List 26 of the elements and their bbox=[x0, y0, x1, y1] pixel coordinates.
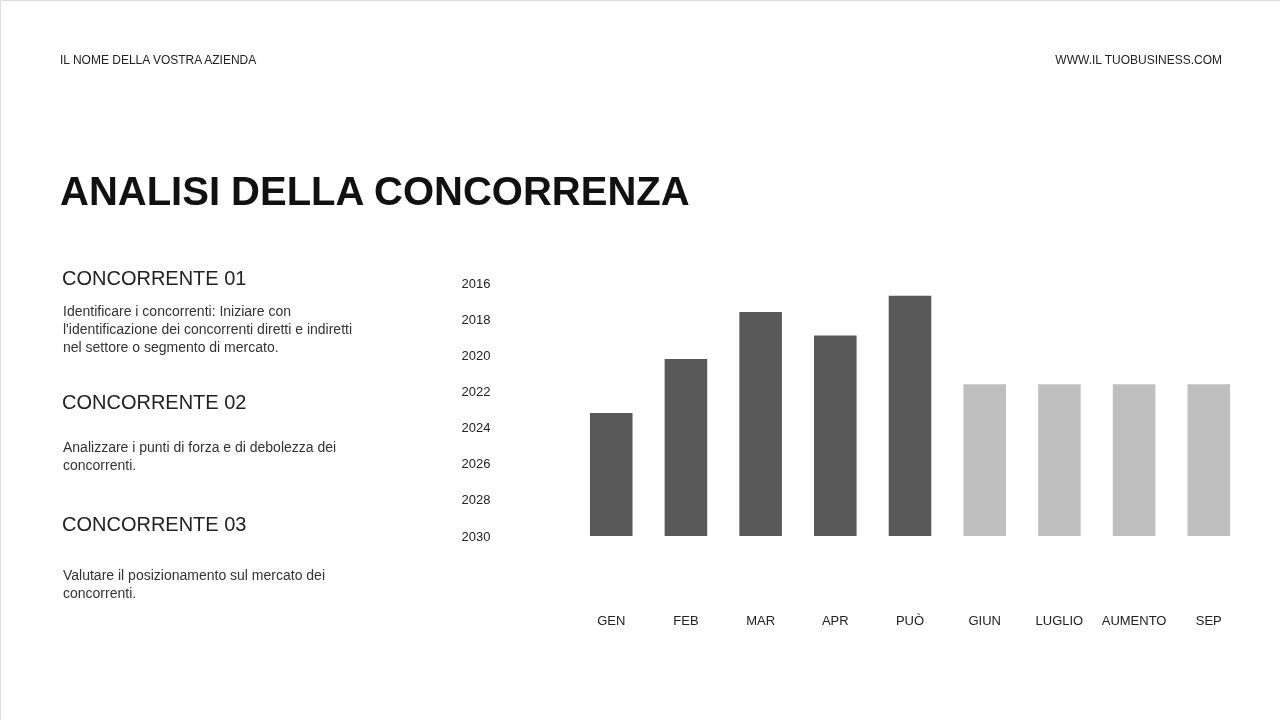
y-tick-label: 2022 bbox=[461, 383, 491, 399]
text: WWW.IL TUOBUSINESS.COM bbox=[1055, 53, 1222, 67]
x-tick-label: SEP bbox=[1195, 612, 1222, 628]
chart-title: ANALISI DELLA CONCORRENZA bbox=[60, 169, 690, 213]
x-tick-label: LUGLIO bbox=[1035, 612, 1084, 628]
text: IL NOME DELLA VOSTRA AZIENDA bbox=[60, 53, 257, 67]
y-tick-label: 2018 bbox=[461, 311, 491, 327]
y-tick-label: 2020 bbox=[461, 347, 491, 363]
y-tick-label: 2028 bbox=[461, 492, 491, 508]
y-tick-label: 2026 bbox=[461, 456, 491, 472]
x-tick-label: PUÒ bbox=[895, 612, 925, 628]
text: Valutare il posizionamento sul mercato dei concorrenti. bbox=[63, 567, 325, 602]
text: Identificare i concorrenti: Iniziare con l'identificazione dei concorrenti diretti e indiretti nel settore o segmento di mercato. bbox=[63, 303, 353, 356]
x-tick-label: GEN bbox=[597, 612, 626, 628]
y-tick-label: 2030 bbox=[461, 528, 491, 544]
text: CONCORRENTE 03 bbox=[62, 513, 247, 535]
x-tick-label: APR bbox=[821, 612, 849, 628]
x-tick-label: AUMENTO bbox=[1101, 612, 1167, 628]
text: CONCORRENTE 02 bbox=[62, 391, 247, 413]
y-tick-label: 2024 bbox=[461, 420, 491, 436]
text: CONCORRENTE 01 bbox=[62, 267, 247, 289]
y-tick-label: 2016 bbox=[461, 275, 491, 291]
x-tick-label: GIUN bbox=[968, 612, 1001, 628]
x-tick-label: FEB bbox=[673, 612, 699, 628]
x-tick-label: MAR bbox=[746, 612, 776, 628]
text: Analizzare i punti di forza e di debolezza dei concorrenti. bbox=[63, 439, 337, 474]
